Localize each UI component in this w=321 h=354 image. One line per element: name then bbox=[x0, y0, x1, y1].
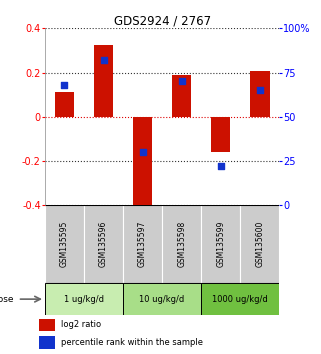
Bar bbox=[123, 283, 201, 315]
Text: dose: dose bbox=[0, 295, 14, 304]
Text: GSM135597: GSM135597 bbox=[138, 221, 147, 268]
Bar bbox=[250, 72, 270, 117]
Text: 10 ug/kg/d: 10 ug/kg/d bbox=[140, 295, 185, 304]
Bar bbox=[211, 117, 230, 152]
Bar bbox=[240, 205, 279, 283]
Bar bbox=[94, 45, 113, 117]
Bar bbox=[123, 205, 162, 283]
Point bbox=[257, 87, 262, 93]
Text: GSM135598: GSM135598 bbox=[177, 221, 186, 267]
Bar bbox=[39, 319, 55, 331]
Point bbox=[101, 57, 106, 63]
Bar bbox=[84, 205, 123, 283]
Bar bbox=[45, 283, 123, 315]
Text: GSM135595: GSM135595 bbox=[60, 221, 69, 268]
Text: GSM135599: GSM135599 bbox=[216, 221, 225, 268]
Text: percentile rank within the sample: percentile rank within the sample bbox=[61, 338, 203, 347]
Bar bbox=[55, 92, 74, 117]
Bar bbox=[162, 205, 201, 283]
Point bbox=[179, 79, 184, 84]
Bar bbox=[201, 283, 279, 315]
Point bbox=[140, 149, 145, 155]
Title: GDS2924 / 2767: GDS2924 / 2767 bbox=[114, 14, 211, 27]
Text: GSM135600: GSM135600 bbox=[255, 221, 264, 268]
Text: 1 ug/kg/d: 1 ug/kg/d bbox=[64, 295, 104, 304]
Bar bbox=[133, 117, 152, 210]
Text: 1000 ug/kg/d: 1000 ug/kg/d bbox=[212, 295, 268, 304]
Bar bbox=[201, 205, 240, 283]
Bar bbox=[39, 336, 55, 349]
Text: GSM135596: GSM135596 bbox=[99, 221, 108, 268]
Bar bbox=[45, 205, 84, 283]
Text: log2 ratio: log2 ratio bbox=[61, 320, 101, 330]
Point bbox=[62, 82, 67, 88]
Point bbox=[218, 164, 223, 169]
Bar bbox=[172, 75, 191, 117]
